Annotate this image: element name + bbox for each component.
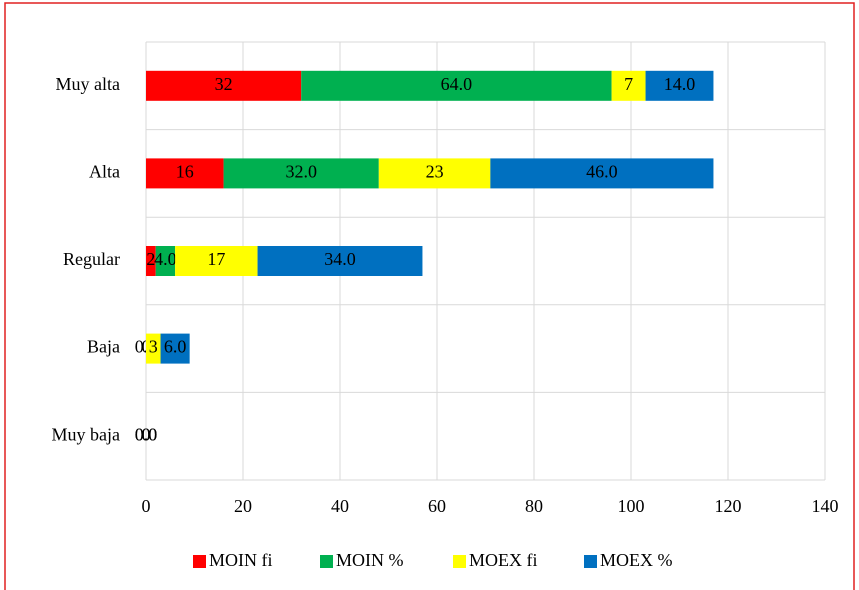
legend-swatch <box>453 555 466 568</box>
data-label: 4.0 <box>154 249 177 269</box>
bar-segment <box>146 246 156 276</box>
data-label: 16 <box>176 162 194 182</box>
bar-segment <box>223 158 379 189</box>
data-label: 32.0 <box>285 162 317 182</box>
bar-segment <box>175 246 258 276</box>
data-label: 0 <box>142 424 151 444</box>
data-label: 6.0 <box>164 337 187 357</box>
legend-label: MOIN % <box>336 550 404 570</box>
y-tick-label: Muy baja <box>52 424 120 444</box>
x-tick-label: 20 <box>234 496 252 516</box>
legend-swatch <box>320 555 333 568</box>
x-tick-label: 60 <box>428 496 446 516</box>
bar-segment <box>146 70 302 101</box>
x-tick-label: 40 <box>331 496 349 516</box>
legend-swatch <box>584 555 597 568</box>
data-label: 14.0 <box>664 74 696 94</box>
bar-segment <box>490 158 714 189</box>
x-tick-label: 80 <box>525 496 543 516</box>
data-label: 64.0 <box>441 74 473 94</box>
data-label: 7 <box>624 74 633 94</box>
bar-segment <box>611 70 646 101</box>
legend-swatch <box>193 555 206 568</box>
y-tick-label: Alta <box>89 162 120 182</box>
x-tick-label: 0 <box>142 496 151 516</box>
data-label: 34.0 <box>324 249 356 269</box>
legend-label: MOIN fi <box>209 550 273 570</box>
data-label: 0 <box>142 424 151 444</box>
y-tick-label: Muy alta <box>56 74 121 94</box>
data-label: 3 <box>149 337 158 357</box>
bar-segment <box>146 333 161 364</box>
data-label: 2 <box>146 249 155 269</box>
data-label: 17 <box>207 249 225 269</box>
legend-label: MOEX % <box>600 550 673 570</box>
bar-segment <box>257 246 423 276</box>
x-tick-label: 120 <box>715 496 742 516</box>
bar-segment <box>645 70 714 101</box>
data-label: 0.0 <box>135 424 158 444</box>
bar-segment <box>378 158 491 189</box>
x-tick-label: 140 <box>812 496 839 516</box>
data-label: 46.0 <box>586 162 618 182</box>
x-tick-label: 100 <box>618 496 645 516</box>
bar-segment <box>146 158 224 189</box>
data-label: 23 <box>426 162 444 182</box>
y-tick-label: Baja <box>87 337 120 357</box>
legend-label: MOEX fi <box>469 550 538 570</box>
data-label: 32 <box>215 74 233 94</box>
bar-segment <box>301 70 612 101</box>
y-tick-label: Regular <box>63 249 120 269</box>
bar-segment <box>155 246 176 276</box>
data-label: 0.0 <box>135 424 158 444</box>
bar-segment <box>160 333 190 364</box>
